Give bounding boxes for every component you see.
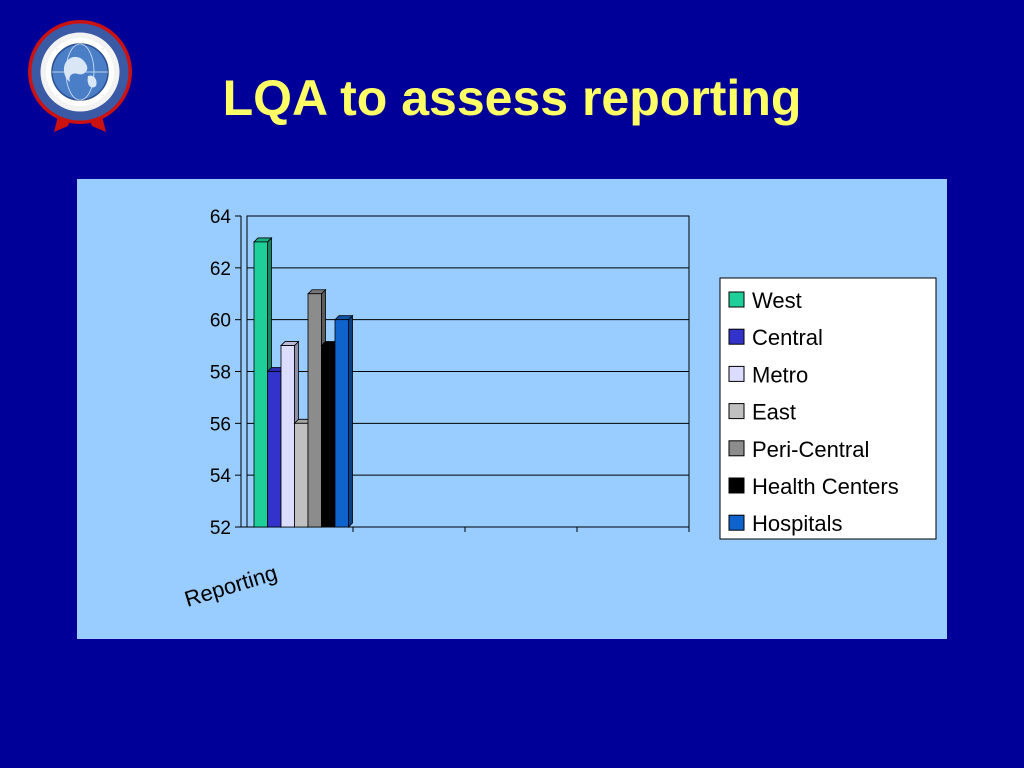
legend-label: East [752, 400, 796, 425]
legend-label: Health Centers [752, 474, 899, 499]
x-category-label: Reporting [182, 560, 281, 612]
bars-layer [253, 236, 354, 528]
legend-label: West [752, 288, 802, 313]
y-tick-label: 62 [210, 259, 231, 280]
legend-label: Metro [752, 362, 808, 387]
legend-item-health-centers: Health Centers [728, 474, 899, 499]
legend-item-hospitals: Hospitals [728, 511, 842, 536]
legend-swatch [728, 403, 745, 420]
bar-chart: 64 62 60 58 56 54 52 Reporting West Central Metro… [182, 207, 937, 612]
legend-swatch [728, 291, 745, 308]
legend-swatch [728, 440, 745, 457]
legend-item-central: Central [728, 325, 823, 350]
y-tick-label: 56 [210, 414, 231, 435]
legend-swatch [728, 514, 745, 531]
legend-label: Peri-Central [752, 437, 869, 462]
legend-box [719, 277, 937, 540]
legend-item-peri-central: Peri-Central [728, 437, 869, 462]
chart-panel: 64 62 60 58 56 54 52 Reporting West Central Metro… [77, 179, 947, 639]
y-tick-label: 52 [210, 518, 231, 539]
y-tick-label: 58 [210, 363, 231, 384]
y-tick-label: 60 [210, 311, 231, 332]
y-tick-label: 54 [210, 466, 232, 487]
bar-hospitals [334, 314, 354, 528]
legend: West Central Metro East Peri-Central Health C… [719, 277, 937, 540]
legend-swatch [728, 477, 745, 494]
legend-label: Central [752, 325, 823, 350]
legend-item-metro: Metro [728, 362, 808, 387]
y-tick-label: 64 [210, 207, 232, 228]
legend-label: Hospitals [752, 511, 842, 536]
legend-item-west: West [728, 288, 802, 313]
pepfar-seal-icon [28, 20, 132, 132]
slide-title: LQA to assess reporting [222, 70, 802, 126]
legend-swatch [728, 365, 745, 382]
legend-swatch [728, 328, 745, 345]
legend-item-east: East [728, 400, 796, 425]
